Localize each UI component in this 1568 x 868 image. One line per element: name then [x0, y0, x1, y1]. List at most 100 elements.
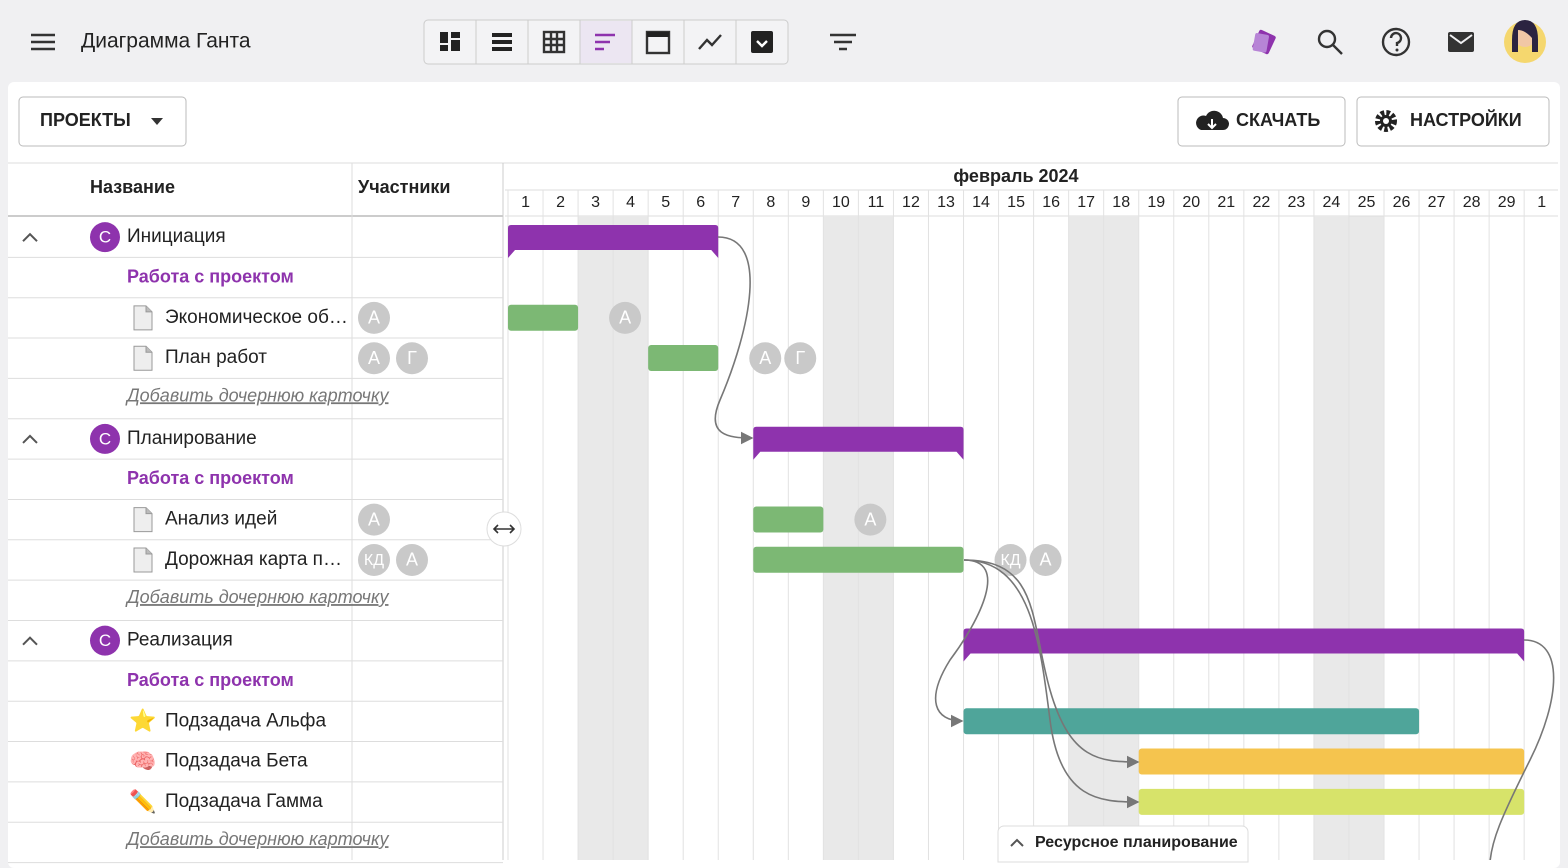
page-title: Диаграмма Ганта — [81, 30, 251, 53]
weekend-shade — [823, 216, 859, 860]
member-initials: А — [368, 348, 380, 368]
timeline: февраль 2024 1 2 3 4 5 6 7 8 9 10 11 12 13 14 15 16 17 18… — [505, 166, 1558, 860]
list-view[interactable] — [492, 33, 512, 51]
user-avatar[interactable] — [1504, 20, 1546, 63]
settings-button[interactable]: НАСТРОЙКИ — [1356, 96, 1550, 147]
day-label: 27 — [1428, 194, 1446, 211]
month-label: февраль 2024 — [953, 166, 1078, 186]
member-avatar — [358, 543, 390, 576]
day-label: 11 — [868, 194, 885, 211]
collapse-toggle[interactable] — [22, 636, 38, 646]
add-child-card-link[interactable]: Добавить дочернюю карточку — [125, 587, 389, 607]
chart-view[interactable] — [698, 34, 722, 50]
member-avatar — [854, 503, 887, 536]
mail-button[interactable] — [1448, 32, 1474, 52]
day-label: 10 — [832, 194, 850, 211]
member-initials: А — [368, 308, 380, 328]
task-bar — [1138, 788, 1525, 815]
main-panel — [8, 82, 1560, 868]
table-header: Название Участники — [8, 162, 1558, 860]
task-icon: 🧠 — [129, 749, 156, 774]
member-initials: Г — [407, 348, 417, 368]
dependency-arrow — [963, 559, 1140, 809]
group-name: Планирование — [127, 428, 257, 449]
search-button[interactable] — [1317, 29, 1343, 55]
group-name: Инициация — [127, 226, 226, 247]
group-bar — [753, 426, 964, 460]
group-bar — [963, 628, 1525, 662]
task-bar — [753, 506, 824, 533]
weekend-shade — [578, 216, 614, 860]
group-avatar — [90, 423, 120, 454]
member-avatar — [749, 342, 782, 375]
day-label: 3 — [591, 194, 600, 211]
gantt-view[interactable] — [595, 33, 615, 51]
projects-label: ПРОЕКТЫ — [40, 110, 131, 130]
subgroup-label: Работа с проектом — [127, 468, 294, 488]
member-initials: А — [619, 308, 631, 328]
collapse-toggle[interactable] — [22, 434, 38, 444]
calendar-view[interactable] — [645, 30, 671, 55]
column-header: Участники — [358, 177, 451, 197]
download-button[interactable]: СКАЧАТЬ — [1177, 96, 1346, 147]
day-label: 5 — [661, 194, 670, 211]
member-initials: А — [864, 509, 876, 529]
resource-planning-tab[interactable]: Ресурсное планирование — [997, 825, 1249, 863]
subgroup-label: Работа с проектом — [127, 670, 294, 690]
day-label: 15 — [1007, 194, 1025, 211]
day-label: 21 — [1217, 194, 1235, 211]
member-avatar — [358, 301, 390, 334]
weekend-shade — [858, 216, 894, 860]
dependency-arrow — [714, 236, 754, 445]
task-doc-icon-fold — [145, 547, 152, 555]
day-label: 20 — [1182, 194, 1200, 211]
member-initials: КД — [1000, 552, 1020, 569]
view-switcher — [423, 19, 789, 65]
filter-button[interactable] — [830, 33, 856, 51]
archive-view[interactable] — [751, 31, 773, 53]
task-doc-icon-fold — [145, 305, 152, 313]
day-label: 1 — [1537, 194, 1546, 211]
menu-button[interactable] — [31, 33, 55, 51]
day-label: 13 — [937, 194, 955, 211]
subgroup-label: Работа с проектом — [127, 266, 294, 286]
projects-dropdown[interactable]: ПРОЕКТЫ — [18, 96, 187, 147]
resource-planning-label: Ресурсное планирование — [1035, 834, 1238, 851]
tags-button[interactable] — [1252, 29, 1277, 55]
help-button[interactable] — [1381, 27, 1411, 57]
column-header: Название — [90, 177, 175, 197]
dependency-arrow — [1489, 639, 1555, 860]
task-name: Подзадача Гамма — [165, 791, 323, 812]
task-icon: ✏️ — [129, 788, 156, 814]
task-name: Подзадача Альфа — [165, 710, 326, 731]
task-name: Экономическое об… — [165, 307, 348, 328]
member-initials: Г — [795, 348, 805, 368]
day-label: 23 — [1288, 194, 1306, 211]
task-bar — [508, 304, 579, 331]
board-view[interactable] — [440, 32, 460, 51]
task-icon: ⭐ — [129, 708, 156, 733]
member-avatar — [1029, 543, 1062, 576]
resize-handle[interactable] — [486, 511, 522, 547]
add-child-card-link[interactable]: Добавить дочернюю карточку — [125, 385, 389, 405]
dependency-arrow — [963, 559, 1140, 769]
group-avatar-letter: С — [99, 631, 111, 650]
dependencies — [714, 236, 1555, 860]
member-initials: А — [1040, 550, 1052, 570]
member-initials: А — [759, 348, 771, 368]
task-name: Дорожная карта п… — [165, 549, 342, 570]
collapse-toggle[interactable] — [22, 232, 38, 242]
add-child-card-link[interactable]: Добавить дочернюю карточку — [125, 829, 389, 849]
task-rows: С Инициация Работа с проектом Экономическое… — [8, 222, 1062, 864]
member-avatar — [609, 301, 642, 334]
day-label: 19 — [1147, 194, 1165, 211]
table-view[interactable] — [542, 30, 566, 54]
task-bar — [963, 708, 1420, 735]
task-name: Анализ идей — [165, 509, 277, 530]
day-label: 7 — [731, 194, 740, 211]
day-label: 2 — [556, 194, 565, 211]
weekend-shade — [1068, 216, 1104, 860]
day-label: 17 — [1077, 194, 1095, 211]
task-doc-icon-fold — [145, 507, 152, 515]
group-name: Реализация — [127, 630, 233, 651]
